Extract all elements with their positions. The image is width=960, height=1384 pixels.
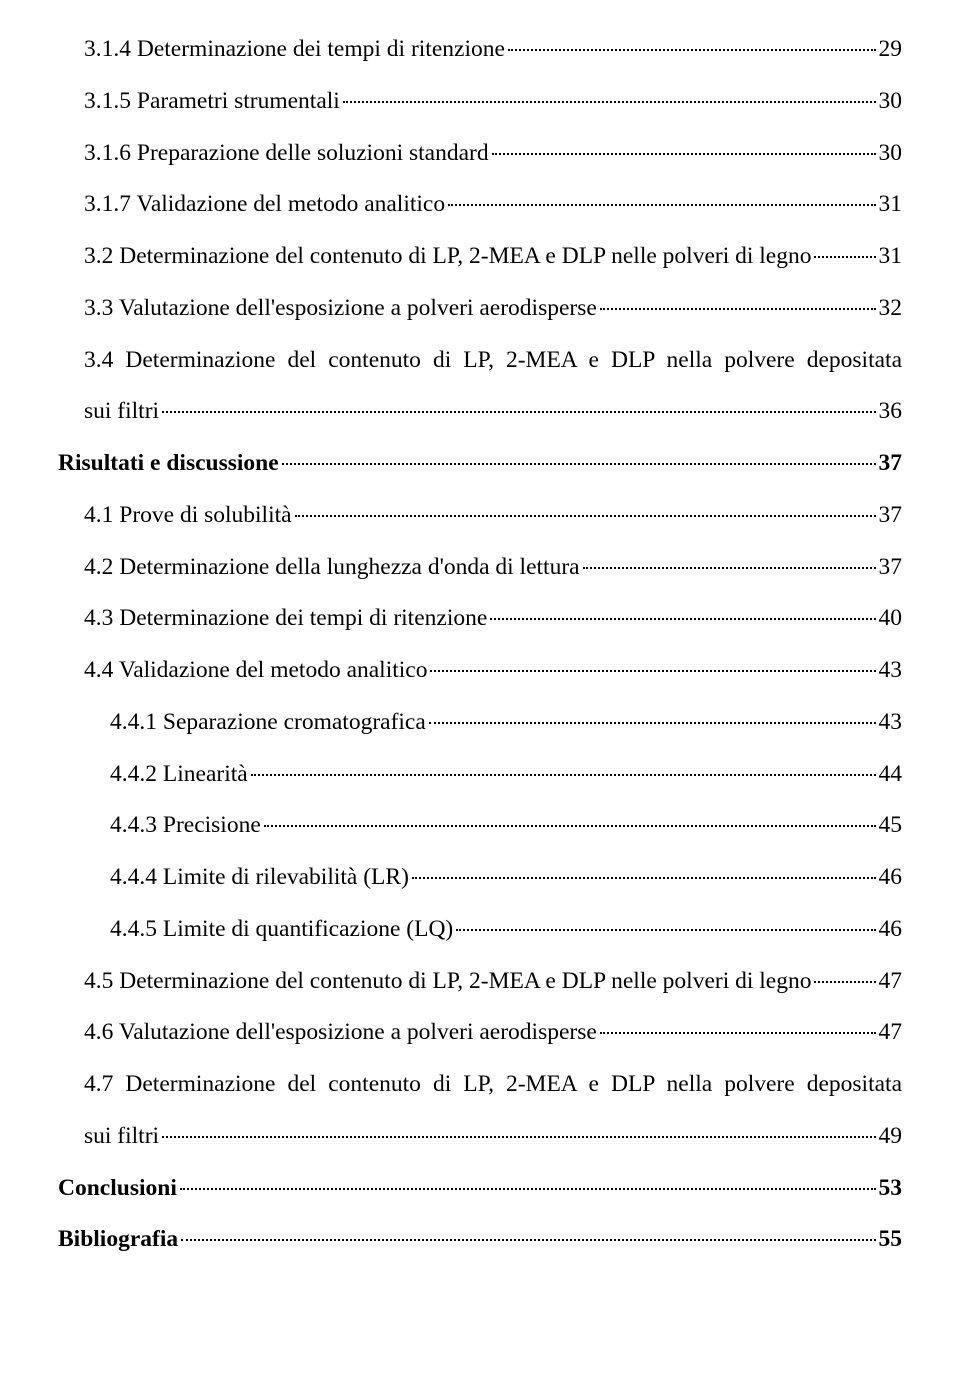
- toc-page-number: 43: [879, 653, 903, 688]
- toc-page-number: 43: [879, 705, 903, 740]
- toc-page-number: 37: [879, 498, 903, 533]
- toc-leader: [251, 774, 876, 776]
- toc-label: 4.4.3 Precisione: [110, 808, 261, 843]
- toc-leader: [448, 204, 875, 206]
- toc-label: Bibliografia: [58, 1222, 178, 1257]
- toc-label: Conclusioni: [58, 1171, 177, 1206]
- toc-page-number: 30: [879, 136, 903, 171]
- toc-entry: 4.4.2 Linearità 44: [58, 757, 902, 792]
- toc-leader: [600, 1032, 876, 1034]
- toc-leader: [492, 153, 876, 155]
- toc-label: 4.1 Prove di solubilità: [84, 498, 292, 533]
- toc-entry: 3.1.4 Determinazione dei tempi di ritenz…: [58, 32, 902, 67]
- toc-entry: 3.3 Valutazione dell'esposizione a polve…: [58, 291, 902, 326]
- toc-entry: 4.3 Determinazione dei tempi di ritenzio…: [58, 601, 902, 636]
- toc-label: 3.2 Determinazione del contenuto di LP, …: [84, 239, 811, 274]
- toc-page-number: 40: [879, 601, 903, 636]
- toc-entry: Conclusioni 53: [58, 1171, 902, 1206]
- toc-leader: [600, 308, 876, 310]
- toc-entry-continuation: sui filtri 49: [84, 1119, 902, 1154]
- toc-leader: [162, 1136, 875, 1138]
- toc-entry: 3.1.6 Preparazione delle soluzioni stand…: [58, 136, 902, 171]
- toc-label: 4.3 Determinazione dei tempi di ritenzio…: [84, 601, 487, 636]
- toc-leader: [490, 618, 875, 620]
- toc-label: sui filtri: [84, 394, 159, 429]
- toc-leader: [181, 1239, 875, 1241]
- toc-page-number: 47: [879, 964, 903, 999]
- toc-page-number: 46: [879, 912, 903, 947]
- toc-entry: Risultati e discussione 37: [58, 446, 902, 481]
- toc-page-number: 32: [879, 291, 903, 326]
- toc-label: 4.7 Determinazione del contenuto di LP, …: [84, 1067, 902, 1102]
- toc-page-number: 36: [879, 394, 903, 429]
- toc-entry: 4.4 Validazione del metodo analitico 43: [58, 653, 902, 688]
- toc-label: 3.1.5 Parametri strumentali: [84, 84, 340, 119]
- toc-entry: 4.5 Determinazione del contenuto di LP, …: [58, 964, 902, 999]
- toc-leader: [162, 411, 875, 413]
- toc-label: 4.4.2 Linearità: [110, 757, 248, 792]
- toc-page-number: 29: [879, 32, 903, 67]
- toc-page-number: 37: [879, 550, 903, 585]
- toc-label: 3.4 Determinazione del contenuto di LP, …: [84, 343, 902, 378]
- toc-leader: [583, 567, 876, 569]
- toc-leader: [814, 981, 875, 983]
- toc-leader: [412, 877, 876, 879]
- toc-page-number: 53: [879, 1171, 903, 1206]
- toc-label: 4.4 Validazione del metodo analitico: [84, 653, 427, 688]
- toc-label: 3.1.4 Determinazione dei tempi di ritenz…: [84, 32, 505, 67]
- toc-label: 4.4.4 Limite di rilevabilità (LR): [110, 860, 409, 895]
- toc-label: 4.6 Valutazione dell'esposizione a polve…: [84, 1015, 597, 1050]
- table-of-contents: 3.1.4 Determinazione dei tempi di ritenz…: [58, 32, 902, 1258]
- toc-label: 4.4.5 Limite di quantificazione (LQ): [110, 912, 453, 947]
- toc-label: 4.4.1 Separazione cromatografica: [110, 705, 426, 740]
- toc-entry: 4.4.5 Limite di quantificazione (LQ) 46: [58, 912, 902, 947]
- toc-leader: [456, 929, 875, 931]
- toc-label: 3.1.7 Validazione del metodo analitico: [84, 187, 445, 222]
- toc-entry: 4.6 Valutazione dell'esposizione a polve…: [58, 1015, 902, 1050]
- toc-page-number: 55: [879, 1222, 903, 1257]
- toc-entry: 4.4.1 Separazione cromatografica 43: [58, 705, 902, 740]
- toc-page-number: 45: [879, 808, 903, 843]
- toc-page-number: 47: [879, 1015, 903, 1050]
- toc-page-number: 49: [879, 1119, 903, 1154]
- toc-leader: [814, 256, 875, 258]
- toc-entry: 4.4.3 Precisione 45: [58, 808, 902, 843]
- toc-page-number: 30: [879, 84, 903, 119]
- toc-label: sui filtri: [84, 1119, 159, 1154]
- toc-leader: [282, 463, 876, 465]
- toc-leader: [264, 825, 876, 827]
- toc-label: 4.2 Determinazione della lunghezza d'ond…: [84, 550, 580, 585]
- toc-page-number: 31: [879, 239, 903, 274]
- toc-entry: 3.1.5 Parametri strumentali 30: [58, 84, 902, 119]
- toc-entry: 3.2 Determinazione del contenuto di LP, …: [58, 239, 902, 274]
- toc-entry: 4.1 Prove di solubilità 37: [58, 498, 902, 533]
- toc-label: Risultati e discussione: [58, 446, 279, 481]
- toc-leader: [430, 670, 875, 672]
- toc-label: 3.3 Valutazione dell'esposizione a polve…: [84, 291, 597, 326]
- toc-leader: [343, 101, 876, 103]
- toc-entry: 4.2 Determinazione della lunghezza d'ond…: [58, 550, 902, 585]
- toc-page-number: 46: [879, 860, 903, 895]
- toc-page-number: 37: [879, 446, 903, 481]
- toc-leader: [508, 49, 876, 51]
- toc-label: 3.1.6 Preparazione delle soluzioni stand…: [84, 136, 489, 171]
- toc-entry: 4.4.4 Limite di rilevabilità (LR) 46: [58, 860, 902, 895]
- toc-entry: Bibliografia 55: [58, 1222, 902, 1257]
- toc-entry: 3.1.7 Validazione del metodo analitico 31: [58, 187, 902, 222]
- toc-page-number: 44: [879, 757, 903, 792]
- toc-leader: [429, 722, 876, 724]
- toc-leader: [180, 1188, 876, 1190]
- toc-entry: 4.7 Determinazione del contenuto di LP, …: [58, 1067, 902, 1154]
- toc-entry: 3.4 Determinazione del contenuto di LP, …: [58, 343, 902, 430]
- toc-label: 4.5 Determinazione del contenuto di LP, …: [84, 964, 811, 999]
- toc-page-number: 31: [879, 187, 903, 222]
- toc-leader: [295, 515, 876, 517]
- toc-entry-continuation: sui filtri 36: [84, 394, 902, 429]
